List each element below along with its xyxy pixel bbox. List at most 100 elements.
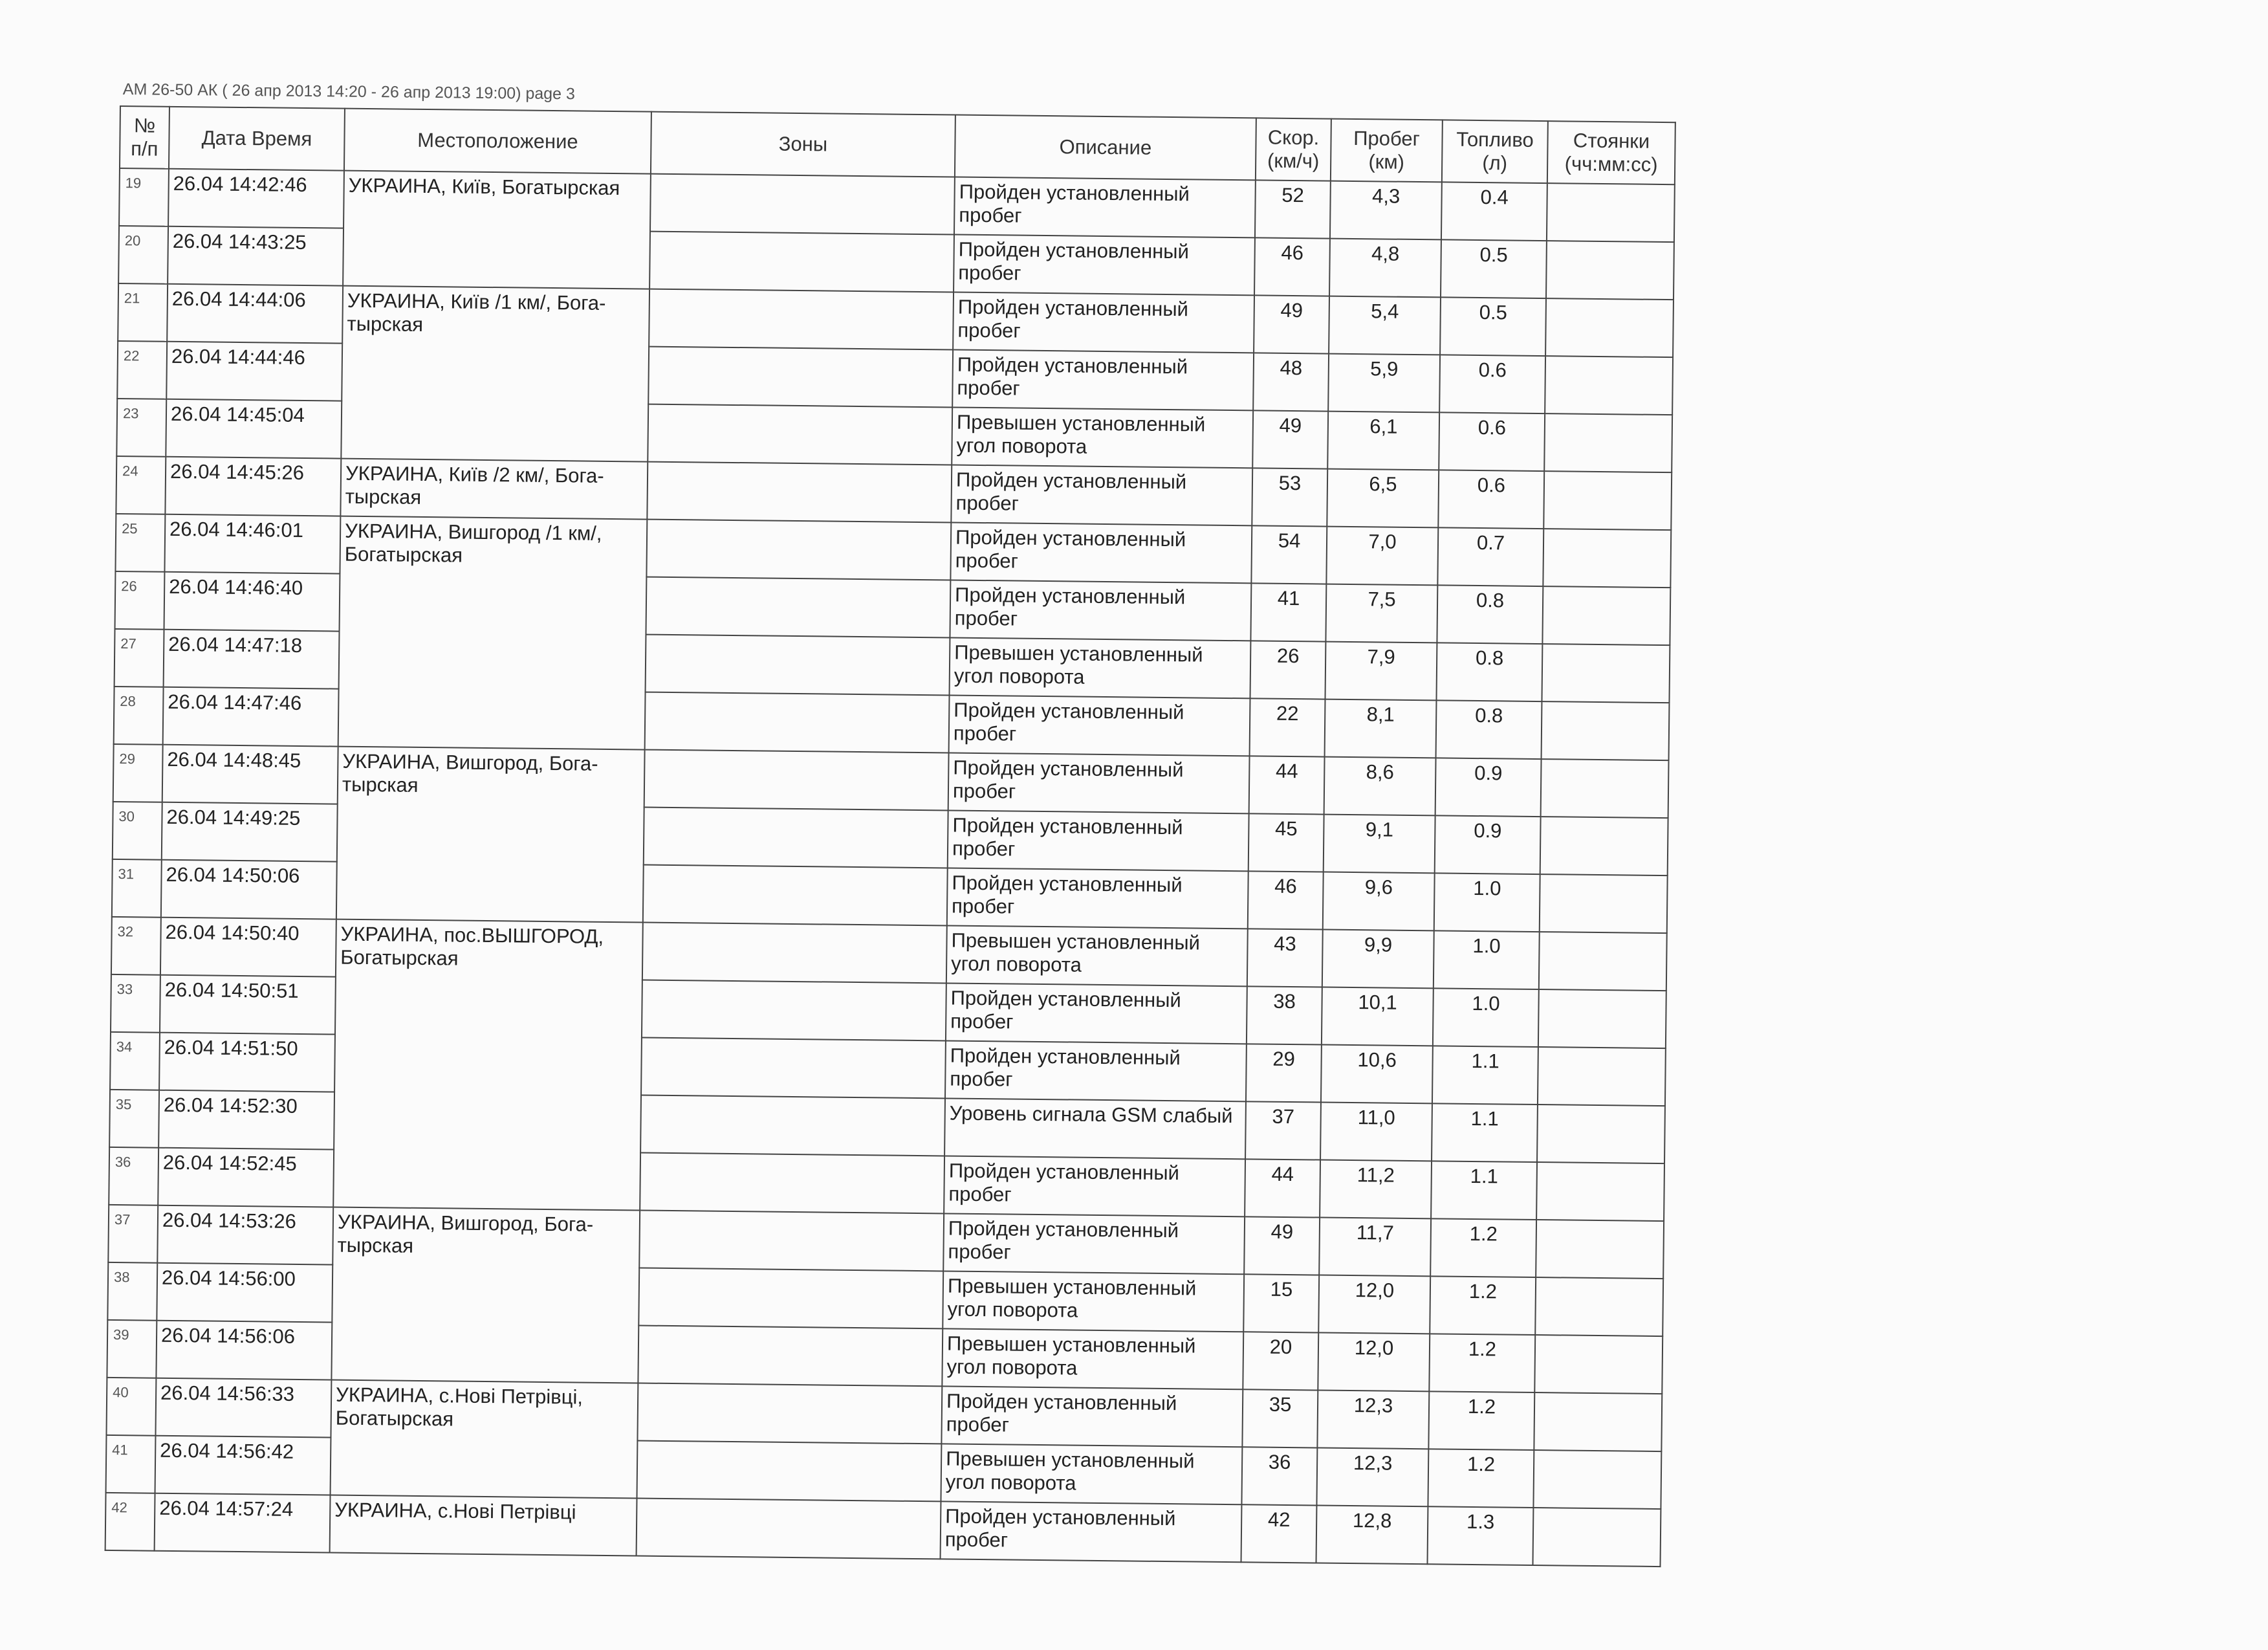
row-number: 20 (118, 226, 169, 284)
row-number: 37 (108, 1204, 158, 1263)
row-zone (644, 749, 949, 811)
row-fuel: 0.5 (1441, 239, 1547, 299)
row-mileage: 9,1 (1323, 814, 1435, 874)
row-datetime: 26.04 14:56:33 (155, 1378, 332, 1438)
row-datetime: 26.04 14:46:40 (164, 571, 340, 632)
row-description: Пройден установленный пробег (943, 1213, 1245, 1275)
row-speed: 42 (1241, 1504, 1317, 1563)
row-datetime: 26.04 14:45:26 (165, 456, 342, 516)
row-fuel: 1.1 (1431, 1161, 1538, 1220)
row-description: Пройден установленный пробег (940, 1501, 1242, 1563)
row-number: 29 (113, 743, 163, 802)
header-num: № п/п (119, 106, 169, 169)
row-fuel: 0.8 (1435, 700, 1542, 760)
header-mileage: Пробег (км) (1330, 118, 1443, 182)
row-zone (641, 980, 946, 1041)
header-description: Описание (954, 115, 1256, 181)
row-datetime: 26.04 14:53:26 (157, 1205, 334, 1265)
row-mileage: 12,0 (1318, 1275, 1431, 1334)
row-speed: 52 (1254, 180, 1331, 239)
row-parking (1540, 759, 1669, 819)
row-fuel: 1.1 (1432, 1046, 1538, 1105)
row-description: Пройден установленный пробег (947, 810, 1249, 872)
row-fuel: 1.0 (1434, 873, 1540, 932)
row-description: Пройден установленный пробег (950, 580, 1252, 641)
row-fuel: 1.0 (1433, 930, 1540, 990)
row-zone (648, 346, 954, 408)
row-datetime: 26.04 14:42:46 (168, 168, 344, 228)
row-zone (642, 864, 948, 926)
row-mileage: 10,1 (1321, 987, 1434, 1046)
row-speed: 49 (1252, 410, 1329, 469)
row-speed: 37 (1245, 1101, 1321, 1160)
row-number: 28 (113, 686, 164, 745)
row-datetime: 26.04 14:56:00 (157, 1262, 333, 1323)
row-parking (1533, 1450, 1662, 1510)
scan-speck (2193, 479, 2212, 505)
row-description: Пройден установленный пробег (953, 292, 1255, 353)
row-datetime: 26.04 14:57:24 (154, 1493, 331, 1553)
row-parking (1545, 298, 1674, 358)
row-zone (644, 692, 950, 753)
row-location: УКРАИНА, с.Нові Петрівці (329, 1495, 637, 1556)
row-location: УКРАИНА, с.Нові Петрівці, Богатырская (330, 1380, 638, 1499)
row-speed: 43 (1247, 929, 1323, 987)
row-zone (637, 1440, 942, 1502)
row-fuel: 1.3 (1427, 1506, 1534, 1565)
row-number: 25 (115, 513, 166, 572)
row-zone (638, 1268, 944, 1329)
row-mileage: 12,3 (1316, 1447, 1429, 1507)
row-parking (1541, 701, 1670, 761)
row-speed: 53 (1252, 468, 1328, 527)
row-datetime: 26.04 14:47:46 (162, 687, 339, 747)
row-mileage: 11,0 (1320, 1102, 1432, 1161)
row-speed: 26 (1250, 641, 1326, 699)
row-speed: 49 (1254, 295, 1330, 354)
row-location: УКРАИНА, Київ /2 км/, Бога-тырская (340, 458, 648, 520)
row-description: Пройден установленный пробег (945, 1040, 1247, 1102)
row-zone (646, 577, 951, 638)
row-speed: 41 (1250, 583, 1327, 642)
row-number: 38 (107, 1262, 158, 1321)
row-fuel: 1.2 (1430, 1276, 1536, 1336)
row-description: Пройден установленный пробег (944, 1156, 1246, 1217)
row-fuel: 0.6 (1438, 470, 1545, 529)
row-zone (637, 1383, 943, 1444)
row-fuel: 0.6 (1439, 355, 1546, 414)
row-description: Превышен установленный угол поворота (949, 637, 1251, 699)
row-zone (648, 404, 953, 465)
row-mileage: 7,9 (1325, 641, 1437, 701)
header-location: Местоположение (343, 108, 651, 174)
row-datetime: 26.04 14:50:40 (160, 917, 336, 977)
row-speed: 44 (1245, 1159, 1321, 1218)
row-parking (1534, 1335, 1663, 1394)
row-mileage: 10,6 (1320, 1044, 1433, 1104)
row-fuel: 1.0 (1432, 988, 1539, 1048)
row-fuel: 0.5 (1440, 297, 1546, 357)
row-parking (1545, 356, 1674, 415)
row-description: Пройден установленный пробег (954, 234, 1255, 296)
header-fuel: Топливо (л) (1441, 120, 1548, 184)
row-fuel: 1.2 (1428, 1391, 1535, 1451)
row-datetime: 26.04 14:56:42 (155, 1435, 331, 1495)
row-mileage: 5,4 (1329, 296, 1441, 355)
row-parking (1543, 471, 1672, 531)
row-zone (643, 807, 948, 868)
row-location: УКРАИНА, Київ /1 км/, Бога-тырская (341, 285, 650, 462)
row-description: Превышен установленный угол поворота (943, 1271, 1245, 1332)
row-description: Превышен установленный угол поворота (952, 407, 1254, 468)
row-speed: 22 (1249, 698, 1325, 757)
row-fuel: 0.6 (1439, 412, 1545, 472)
row-speed: 29 (1245, 1044, 1322, 1103)
row-datetime: 26.04 14:56:06 (156, 1320, 333, 1380)
row-location: УКРАИНА, пос.ВЫШГОРОД, Богатырская (333, 919, 643, 1211)
row-number: 31 (111, 859, 162, 918)
row-number: 36 (109, 1147, 159, 1205)
table-body: 19 26.04 14:42:46 УКРАИНА, Київ, Богатырск… (105, 168, 1675, 1567)
row-speed: 49 (1244, 1216, 1320, 1275)
row-zone (640, 1152, 945, 1214)
row-parking (1535, 1277, 1664, 1337)
row-mileage: 12,0 (1318, 1332, 1430, 1392)
row-fuel: 0.9 (1435, 758, 1542, 817)
row-fuel: 1.2 (1430, 1218, 1537, 1278)
